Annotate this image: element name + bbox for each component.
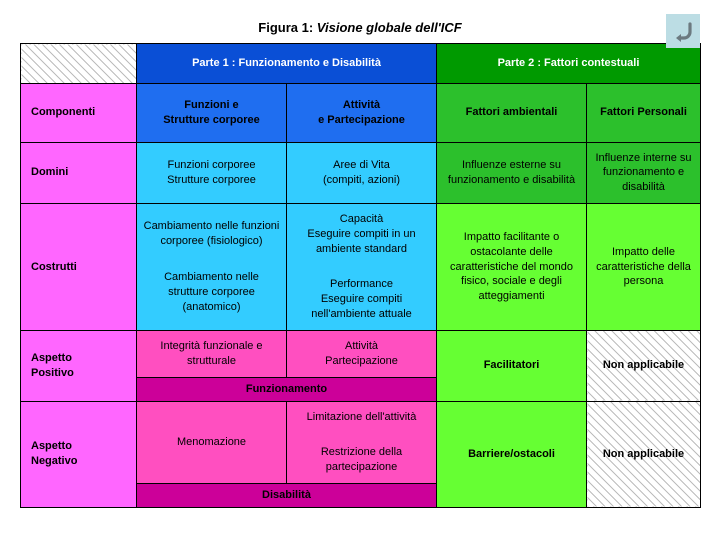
rowhead-costrutti: Costrutti (21, 204, 137, 331)
asp-neg-c3: Barriere/ostacoli (437, 401, 587, 507)
componenti-c4: Fattori Personali (587, 83, 701, 142)
domini-c2: Aree di Vita(compiti, azioni) (287, 142, 437, 204)
costrutti-c1: Cambiamento nelle funzioni corporee (fis… (137, 204, 287, 331)
componenti-c3: Fattori ambientali (437, 83, 587, 142)
costrutti-c2: CapacitàEseguire compiti in un ambiente … (287, 204, 437, 331)
rowhead-aspetto-positivo: AspettoPositivo (21, 330, 137, 401)
rowhead-domini: Domini (21, 142, 137, 204)
asp-pos-c1: Integrità funzionale e strutturale (137, 330, 287, 377)
icf-table: Parte 1 : Funzionamento e Disabilità Par… (20, 43, 701, 508)
asp-neg-c2: Limitazione dell'attivitàRestrizione del… (287, 401, 437, 483)
title-row: Figura 1: Visione globale dell'ICF (20, 20, 700, 35)
componenti-c1: Funzioni eStrutture corporee (137, 83, 287, 142)
domini-c4: Influenze interne su funzionamento e dis… (587, 142, 701, 204)
part2-header: Parte 2 : Fattori contestuali (437, 44, 701, 84)
title-text: Visione globale dell'ICF (317, 20, 462, 35)
figure-title: Figura 1: Visione globale dell'ICF (258, 20, 461, 35)
row-aspetto-negativo: AspettoNegativo Menomazione Limitazione … (21, 401, 701, 483)
asp-pos-c4: Non applicabile (587, 330, 701, 401)
back-icon[interactable] (666, 14, 700, 48)
rowhead-componenti: Componenti (21, 83, 137, 142)
asp-neg-c4: Non applicabile (587, 401, 701, 507)
domini-c3: Influenze esterne su funzionamento e dis… (437, 142, 587, 204)
row-costrutti: Costrutti Cambiamento nelle funzioni cor… (21, 204, 701, 331)
part1-header: Parte 1 : Funzionamento e Disabilità (137, 44, 437, 84)
costrutti-c4: Impatto delle caratteristiche della pers… (587, 204, 701, 331)
row-parts: Parte 1 : Funzionamento e Disabilità Par… (21, 44, 701, 84)
componenti-c2: Attivitàe Partecipazione (287, 83, 437, 142)
rowhead-aspetto-negativo: AspettoNegativo (21, 401, 137, 507)
asp-pos-c3: Facilitatori (437, 330, 587, 401)
asp-neg-merge: Disabilità (137, 483, 437, 507)
domini-c1: Funzioni corporeeStrutture corporee (137, 142, 287, 204)
row-domini: Domini Funzioni corporeeStrutture corpor… (21, 142, 701, 204)
asp-pos-merge: Funzionamento (137, 377, 437, 401)
costrutti-c3: Impatto facilitante o ostacolante delle … (437, 204, 587, 331)
title-prefix: Figura 1: (258, 20, 317, 35)
row-componenti: Componenti Funzioni eStrutture corporee … (21, 83, 701, 142)
asp-neg-c1: Menomazione (137, 401, 287, 483)
asp-pos-c2: AttivitàPartecipazione (287, 330, 437, 377)
corner-blank (21, 44, 137, 84)
row-aspetto-positivo: AspettoPositivo Integrità funzionale e s… (21, 330, 701, 377)
